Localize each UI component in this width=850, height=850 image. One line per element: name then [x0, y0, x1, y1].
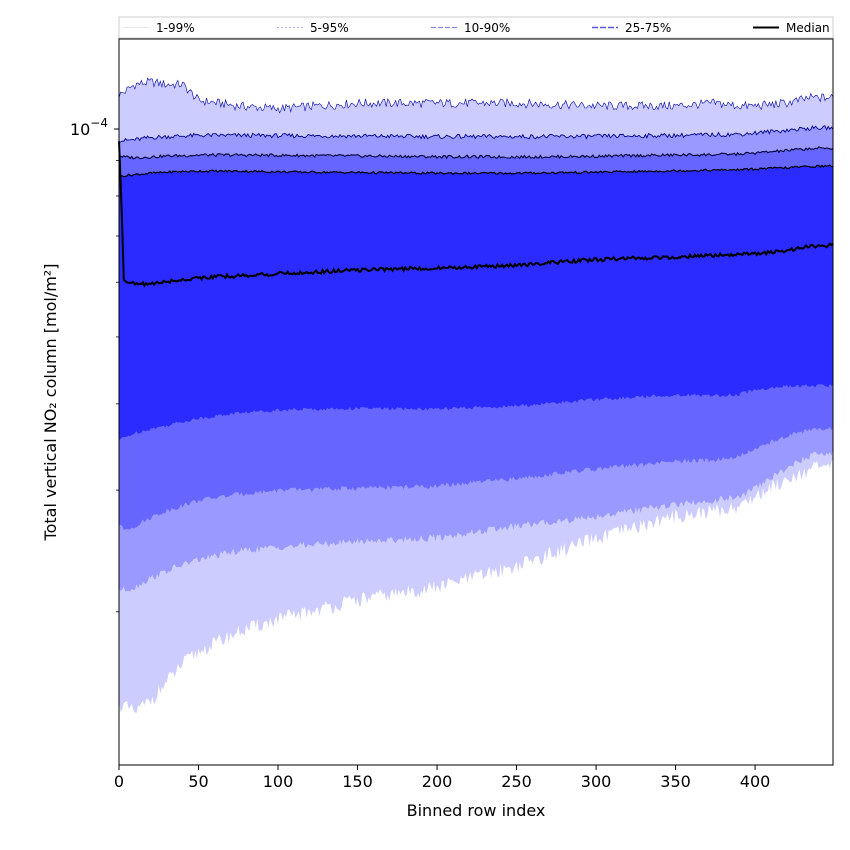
percentile-band-edges	[118, 77, 834, 178]
x-tick-label-50: 50	[188, 772, 208, 791]
x-tick-label-250: 250	[501, 772, 532, 791]
x-axis-label: Binned row index	[407, 801, 546, 820]
y-axis-label: Total vertical NO₂ column [mol/m²]	[41, 264, 60, 542]
band-upper-edge-5-95%	[119, 125, 834, 143]
legend: 1-99% 5-95% 10-90% 25-75% Median	[118, 16, 834, 39]
y-tick-label: 10−4	[70, 116, 108, 139]
legend-label-Median: Median	[786, 21, 830, 35]
x-tick-label-300: 300	[581, 772, 612, 791]
legend-label-1-99%: 1-99%	[156, 21, 195, 35]
band-25-75%	[119, 165, 833, 440]
median-line	[118, 141, 834, 288]
percentile-bands	[119, 78, 833, 714]
x-tick-label-100: 100	[263, 772, 294, 791]
legend-label-25-75%: 25-75%	[625, 21, 671, 35]
x-tick-label-150: 150	[342, 772, 373, 791]
legend-label-5-95%: 5-95%	[310, 21, 349, 35]
median-layer	[118, 141, 834, 288]
band-upper-edge-1-99%	[118, 77, 834, 114]
x-tick-label-350: 350	[660, 772, 691, 791]
legend-box	[118, 16, 834, 39]
x-tick-label-400: 400	[740, 772, 771, 791]
legend-label-10-90%: 10-90%	[464, 21, 510, 35]
x-tick-label-200: 200	[422, 772, 453, 791]
plot-frame	[118, 38, 834, 766]
band-upper-edge-25-75%	[118, 164, 834, 178]
x-tick-label-0: 0	[114, 772, 124, 791]
band-upper-edge-10-90%	[119, 146, 834, 160]
